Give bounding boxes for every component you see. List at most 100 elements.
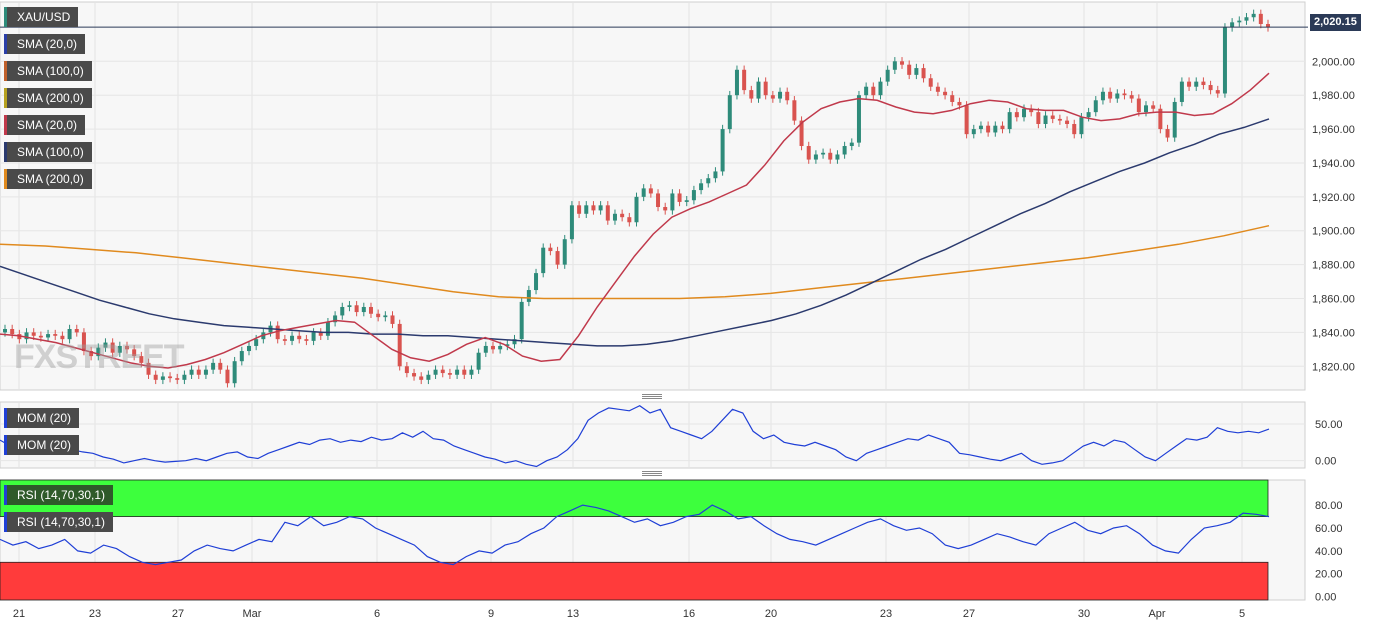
candle-body: [534, 273, 539, 291]
candle-body: [864, 86, 869, 96]
candle-body: [928, 78, 933, 87]
candle-body: [821, 152, 826, 155]
candle-body: [648, 188, 653, 194]
candle-body: [124, 345, 129, 350]
candle-body: [612, 213, 617, 221]
last-price-tag: 2,020.15: [1310, 14, 1361, 31]
candle-body: [60, 335, 65, 340]
candle-body: [519, 301, 524, 340]
candle-body: [10, 329, 15, 335]
candle-body: [1108, 91, 1113, 99]
candle-body: [325, 322, 330, 336]
candle-body: [89, 351, 94, 357]
candle-body: [433, 369, 438, 375]
legend-item-label: SMA (20,0): [17, 118, 78, 132]
candle-body: [304, 339, 309, 341]
x-tick-label: 27: [963, 608, 975, 620]
pane-resize-handle-mom[interactable]: [642, 394, 662, 399]
candle-body: [1029, 108, 1034, 113]
rsi-overbought-zone: [0, 479, 1269, 517]
candle-body: [311, 332, 316, 341]
rsi-tick-label: 0.00: [1315, 592, 1336, 604]
candle-body: [53, 334, 58, 336]
rsi-oversold-zone: [0, 561, 1269, 601]
sma20-line: [0, 72, 1270, 369]
legend-item-sma[interactable]: SMA (20,0): [4, 115, 86, 135]
candle-body: [368, 306, 373, 314]
candle-body: [447, 373, 452, 375]
candle-body: [1057, 118, 1062, 121]
price-tick-label: 1,980.00: [1312, 90, 1355, 102]
candle-body: [361, 306, 366, 313]
legend-item-sma[interactable]: SMA (100,0): [4, 142, 92, 162]
candle-body: [993, 125, 998, 133]
candle-body: [1129, 95, 1134, 99]
candle-body: [670, 193, 675, 211]
legend-item-sma[interactable]: SMA (20,0): [4, 34, 86, 54]
candle-body: [555, 251, 560, 265]
instrument-label[interactable]: XAU/USD: [4, 7, 79, 27]
candle-body: [1065, 120, 1070, 124]
candle-body: [1187, 81, 1192, 87]
candle-body: [1007, 112, 1012, 130]
legend-item-sma[interactable]: SMA (100,0): [4, 61, 92, 81]
legend-item-sma[interactable]: SMA (200,0): [4, 169, 92, 189]
candle-body: [103, 342, 108, 348]
mom-label-2[interactable]: MOM (20): [4, 435, 79, 455]
candle-body: [1244, 17, 1249, 21]
candle-body: [684, 200, 689, 202]
price-tick-label: 1,960.00: [1312, 124, 1355, 136]
candle-body: [921, 68, 926, 79]
candle-body: [763, 81, 768, 96]
candle-body: [792, 100, 797, 121]
candle-body: [3, 329, 7, 333]
candle-body: [1230, 22, 1235, 28]
x-tick-label: 21: [13, 608, 25, 620]
candle-body: [333, 315, 338, 323]
rsi-label-1[interactable]: RSI (14,70,30,1): [4, 485, 114, 505]
candle-body: [914, 68, 919, 75]
pane-resize-handle-rsi[interactable]: [642, 471, 662, 476]
candle-body: [785, 91, 790, 101]
candle-body: [160, 376, 165, 380]
candle-body: [1266, 24, 1270, 28]
candle-body: [426, 374, 431, 380]
candle-body: [1194, 81, 1199, 87]
candle-body: [605, 205, 610, 221]
candle-body: [404, 366, 409, 374]
candle-body: [842, 146, 847, 155]
candle-body: [282, 339, 287, 341]
candle-body: [512, 339, 517, 345]
candle-body: [871, 86, 876, 96]
candle-body: [677, 193, 682, 202]
candle-body: [526, 290, 531, 302]
candle-body: [1201, 81, 1206, 86]
candle-body: [1258, 13, 1263, 25]
candle-body: [627, 217, 632, 223]
candle-body: [211, 362, 216, 370]
candle-body: [182, 374, 187, 380]
price-tick-label: 1,900.00: [1312, 226, 1355, 238]
legend-item-label: SMA (200,0): [17, 172, 84, 186]
candle-body: [1086, 112, 1091, 118]
candle-body: [756, 81, 761, 99]
mom-label-swatch: [4, 435, 7, 455]
candle-body: [978, 125, 983, 130]
candle-body: [691, 190, 696, 201]
candle-body: [275, 325, 280, 340]
candle-body: [1215, 90, 1220, 94]
legend-item-sma[interactable]: SMA (200,0): [4, 88, 92, 108]
rsi-label-2[interactable]: RSI (14,70,30,1): [4, 512, 114, 532]
rsi-label-text: RSI (14,70,30,1): [17, 515, 106, 529]
candle-body: [734, 69, 739, 96]
candle-body: [577, 205, 582, 214]
rsi-label-swatch: [4, 485, 7, 505]
legend-item-label: SMA (200,0): [17, 91, 84, 105]
rsi-tick-label: 60.00: [1315, 523, 1343, 535]
price-tick-label: 1,940.00: [1312, 158, 1355, 170]
candle-body: [770, 95, 775, 99]
mom-label-1[interactable]: MOM (20): [4, 408, 79, 428]
candle-body: [1237, 20, 1242, 23]
sma100-line: [0, 118, 1270, 347]
